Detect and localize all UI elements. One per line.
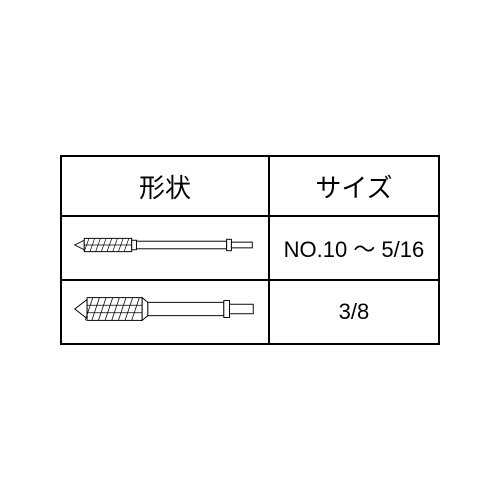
- table-row: 3/8: [61, 280, 439, 344]
- shape-cell-1: [61, 216, 269, 280]
- table-row: NO.10 ～ 5/16: [61, 216, 439, 280]
- tap-small-icon: [70, 225, 260, 265]
- tap-large-icon: [70, 289, 260, 329]
- header-shape: 形状: [61, 156, 269, 216]
- spec-table-container: 形状 サイズ: [60, 155, 440, 345]
- spec-table: 形状 サイズ: [60, 155, 440, 345]
- size-cell-2: 3/8: [269, 280, 439, 344]
- size-cell-1: NO.10 ～ 5/16: [269, 216, 439, 280]
- shape-cell-2: [61, 280, 269, 344]
- header-size: サイズ: [269, 156, 439, 216]
- table-header-row: 形状 サイズ: [61, 156, 439, 216]
